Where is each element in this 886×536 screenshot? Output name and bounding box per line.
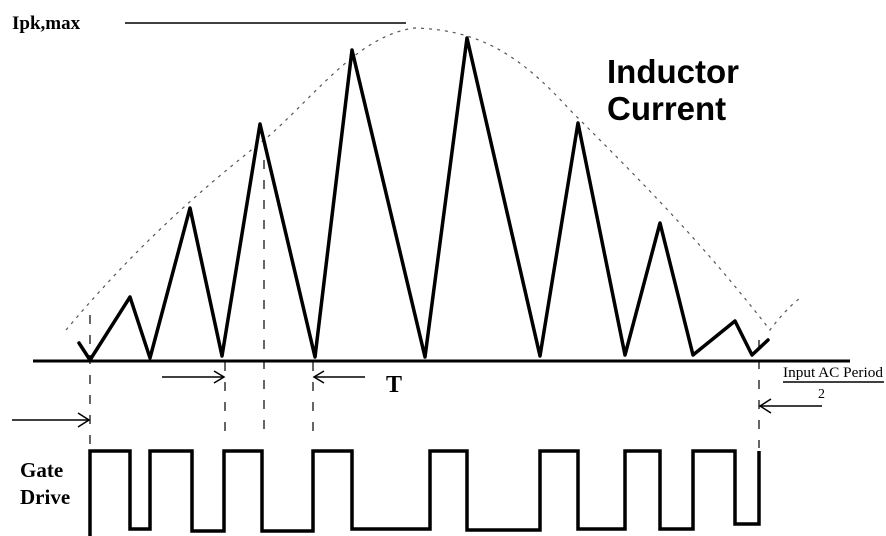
title-inductor: Inductor (607, 53, 739, 90)
vertical-guide-lines (89, 160, 760, 448)
gate-drive-label-line2: Drive (20, 485, 70, 509)
half-period-left-arrow (12, 412, 91, 428)
sine-envelope (65, 27, 801, 331)
gate-drive-waveform (88, 449, 761, 536)
input-ac-period-label: Input AC Period (783, 365, 883, 381)
gate-drive-label-line1: Gate (20, 458, 63, 482)
ipk-max-label: Ipk,max (12, 13, 81, 34)
period-t-label: T (386, 372, 402, 398)
inductor-current-waveform (77, 36, 770, 362)
title-current: Current (607, 90, 726, 127)
half-period-right-arrow (758, 398, 822, 414)
period-t-left-arrow (162, 370, 226, 384)
period-t-right-arrow (312, 370, 365, 384)
divisor-two-label: 2 (818, 387, 825, 402)
